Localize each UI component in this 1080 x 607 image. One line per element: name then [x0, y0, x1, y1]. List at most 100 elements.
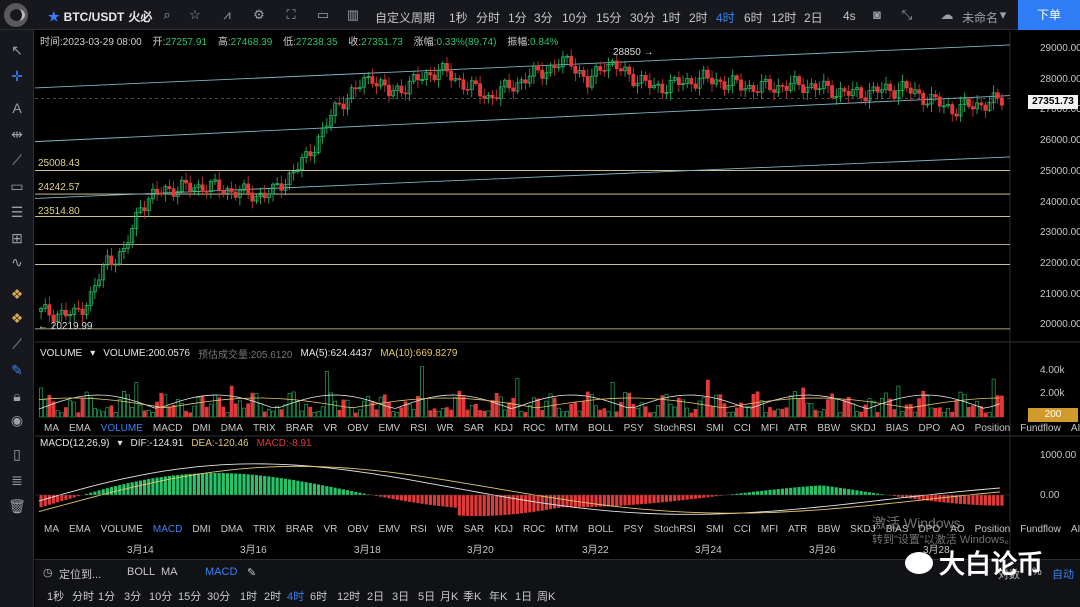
indicator-tab-boll[interactable]: BOLL	[588, 423, 614, 434]
percent-scale-toggle[interactable]: %	[1032, 566, 1042, 578]
chevron-down-icon[interactable]: ▾	[90, 348, 96, 359]
indicator-tab-dpo[interactable]: DPO	[918, 524, 941, 535]
indicator-tab-macd[interactable]: MACD	[152, 423, 183, 434]
candlestick-chart[interactable]	[35, 31, 1080, 559]
bottom-indicator-ma[interactable]: MA	[161, 566, 178, 578]
volume-indicator-name[interactable]: VOLUME	[40, 348, 83, 359]
indicator-tab-mfi[interactable]: MFI	[760, 524, 779, 535]
indicator-tab-vr[interactable]: VR	[323, 524, 338, 535]
order-button[interactable]: 下单	[1018, 0, 1080, 30]
bottom-period-3[interactable]: 3分	[124, 591, 142, 603]
indicator-tab-dmi[interactable]: DMI	[192, 524, 211, 535]
indicator-tab-sar[interactable]: SAR	[463, 524, 485, 535]
camera-icon[interactable]: ◙	[873, 7, 881, 22]
period-4s[interactable]: 4s	[843, 9, 856, 23]
indicator-tab-smi[interactable]: SMI	[705, 423, 724, 434]
rectangle-icon[interactable]: ▭	[10, 178, 24, 194]
gear-icon[interactable]: ⚙	[253, 7, 265, 22]
cloud-icon[interactable]: ☁	[940, 7, 954, 22]
indicator-tab-fundflow[interactable]: Fundflow	[1020, 423, 1061, 434]
indicator-tab-ao[interactable]: AO	[950, 524, 965, 535]
indicator-tab-ao[interactable]: AO	[950, 423, 965, 434]
indicator-tab-dmi[interactable]: DMI	[192, 423, 211, 434]
period-8[interactable]: 2时	[689, 11, 708, 25]
indicator-tab-dpo[interactable]: DPO	[918, 423, 941, 434]
indicator-tab-roc[interactable]: ROC	[523, 423, 546, 434]
log-scale-toggle[interactable]: 对数	[998, 569, 1020, 581]
bottom-period-15[interactable]: 月K	[440, 591, 459, 603]
bottom-period-5[interactable]: 15分	[178, 591, 202, 603]
indicator-tab-emv[interactable]: EMV	[378, 423, 401, 434]
wave-icon[interactable]: ∿	[11, 254, 23, 270]
indicator-tab-mfi[interactable]: MFI	[760, 423, 779, 434]
lock-icon[interactable]: 🔒︎	[13, 388, 21, 404]
pen-icon[interactable]: ✎	[11, 362, 23, 378]
indicator-tab-stochrsi[interactable]: StochRSI	[653, 524, 696, 535]
indicator-tab-trix[interactable]: TRIX	[252, 423, 276, 434]
bottom-period-4[interactable]: 10分	[149, 591, 173, 603]
period-5[interactable]: 15分	[596, 11, 622, 25]
indicator-tab-roc[interactable]: ROC	[523, 524, 546, 535]
indicator-tab-bias[interactable]: BIAS	[885, 524, 909, 535]
bottom-period-12[interactable]: 2日	[367, 591, 385, 603]
indicator-tab-ai-netvol[interactable]: AI-NetVOL	[1070, 524, 1080, 535]
edit-icon[interactable]: ✎	[247, 567, 257, 579]
indicator-tab-ema[interactable]: EMA	[69, 524, 91, 535]
indicator-tab-obv[interactable]: OBV	[347, 524, 369, 535]
crosshair-icon[interactable]: ✛	[11, 68, 23, 84]
chart-line-icon[interactable]: ⩘	[223, 7, 231, 22]
bottom-period-16[interactable]: 季K	[463, 591, 482, 603]
indicator-tab-ma[interactable]: MA	[44, 423, 59, 434]
period-9[interactable]: 4时	[716, 11, 735, 25]
bottom-indicator-boll[interactable]: BOLL	[127, 566, 156, 578]
indicator-tab-smi[interactable]: SMI	[705, 524, 724, 535]
indicator-tab-rsi[interactable]: RSI	[410, 423, 427, 434]
indicator-tab-psy[interactable]: PSY	[623, 524, 644, 535]
indicator-tab-sar[interactable]: SAR	[463, 423, 485, 434]
indicator-tab-cci[interactable]: CCI	[733, 524, 751, 535]
period-12[interactable]: 2日	[804, 11, 823, 25]
indicator-tab-wr[interactable]: WR	[436, 524, 454, 535]
bottom-period-14[interactable]: 5日	[418, 591, 436, 603]
chevron-down-icon[interactable]: ▾	[999, 7, 1007, 22]
fib-icon[interactable]: ☰	[10, 204, 24, 220]
grid-icon[interactable]: ⊞	[11, 230, 23, 246]
indicator-tab-bias[interactable]: BIAS	[885, 423, 909, 434]
indicator-tab-kdj[interactable]: KDJ	[494, 524, 514, 535]
bottom-period-6[interactable]: 30分	[207, 591, 231, 603]
indicator-tab-dma[interactable]: DMA	[220, 524, 243, 535]
magnet-icon[interactable]: ❖	[10, 286, 24, 302]
indicator-tab-fundflow[interactable]: Fundflow	[1020, 524, 1061, 535]
period-0[interactable]: 1秒	[449, 11, 468, 25]
indicator-tab-brar[interactable]: BRAR	[285, 524, 314, 535]
indicator-tab-cci[interactable]: CCI	[733, 423, 751, 434]
symbol-selector[interactable]: ★ BTC/USDT 火必	[48, 8, 152, 25]
bottom-period-1[interactable]: 分时	[72, 591, 94, 603]
indicator-tab-bbw[interactable]: BBW	[817, 524, 841, 535]
indicator-tab-ai-netvol[interactable]: AI-NetVOL	[1070, 423, 1080, 434]
indicator-tab-stochrsi[interactable]: StochRSI	[653, 423, 696, 434]
indicator-tab-atr[interactable]: ATR	[788, 524, 808, 535]
indicator-tab-psy[interactable]: PSY	[623, 423, 644, 434]
auto-scale-toggle[interactable]: 自动	[1052, 569, 1074, 581]
indicator-tab-mtm[interactable]: MTM	[555, 423, 579, 434]
bottom-period-19[interactable]: 周K	[537, 591, 556, 603]
indicator-tab-position[interactable]: Position	[974, 524, 1011, 535]
period-4[interactable]: 10分	[562, 11, 588, 25]
layout-name[interactable]: 未命名	[962, 11, 999, 25]
locate-button[interactable]: 定位到...	[59, 569, 102, 581]
bottom-period-2[interactable]: 1分	[98, 591, 116, 603]
indicator-tab-bbw[interactable]: BBW	[817, 423, 841, 434]
cursor-icon[interactable]: ↖	[11, 42, 23, 58]
ruler-icon[interactable]: ⟋	[12, 336, 22, 352]
macd-indicator-name[interactable]: MACD(12,26,9)	[40, 438, 110, 449]
bottom-period-7[interactable]: 1时	[240, 591, 258, 603]
period-3[interactable]: 3分	[534, 11, 553, 25]
list-icon[interactable]: ≣	[11, 472, 23, 488]
bottom-period-9[interactable]: 4时	[287, 591, 305, 603]
text-icon[interactable]: A	[12, 100, 22, 116]
bookmark-icon[interactable]: ▯	[13, 446, 21, 462]
layout-icon[interactable]: ▥	[346, 7, 360, 22]
indicator-tab-rsi[interactable]: RSI	[410, 524, 427, 535]
save-icon[interactable]: ▭	[316, 7, 330, 22]
